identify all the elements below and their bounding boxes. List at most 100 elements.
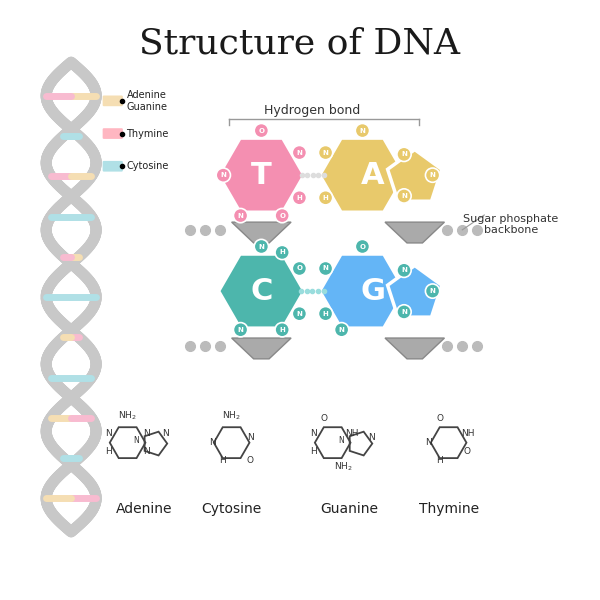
Text: Adenine
Guanine: Adenine Guanine (127, 90, 167, 112)
Text: N: N (296, 149, 302, 155)
Text: N: N (238, 327, 244, 333)
Text: T: T (251, 161, 272, 190)
Text: N: N (247, 433, 254, 442)
Circle shape (292, 307, 307, 321)
Polygon shape (385, 222, 445, 243)
Text: N: N (359, 128, 365, 134)
Text: H: H (296, 195, 302, 201)
Circle shape (254, 239, 268, 254)
Text: N: N (143, 447, 150, 456)
Circle shape (275, 245, 289, 260)
Text: G: G (361, 277, 386, 305)
Polygon shape (388, 266, 442, 317)
Polygon shape (218, 254, 304, 328)
Text: N: N (134, 436, 139, 445)
Text: N: N (430, 288, 436, 294)
Text: Adenine: Adenine (116, 502, 173, 516)
Polygon shape (320, 138, 405, 212)
Polygon shape (218, 138, 304, 212)
FancyBboxPatch shape (103, 128, 123, 139)
Polygon shape (232, 222, 291, 243)
Text: N: N (106, 429, 112, 438)
Text: N: N (425, 438, 433, 447)
Text: O: O (464, 447, 471, 456)
Circle shape (397, 147, 411, 161)
Text: Cytosine: Cytosine (202, 502, 262, 516)
Text: Guanine: Guanine (320, 502, 379, 516)
Text: N: N (338, 327, 344, 333)
Text: O: O (436, 414, 443, 423)
Circle shape (397, 189, 411, 203)
Text: O: O (259, 128, 265, 134)
Circle shape (233, 208, 248, 223)
Text: Hydrogen bond: Hydrogen bond (264, 104, 360, 118)
Text: Thymine: Thymine (419, 502, 479, 516)
Text: N: N (430, 172, 436, 178)
FancyBboxPatch shape (103, 95, 123, 106)
Circle shape (397, 305, 411, 319)
Circle shape (292, 262, 307, 275)
Circle shape (319, 307, 332, 321)
Text: H: H (279, 327, 285, 333)
Text: N: N (401, 267, 407, 273)
Text: NH: NH (344, 429, 358, 438)
Text: N: N (323, 149, 328, 155)
Text: N: N (401, 151, 407, 157)
Text: NH: NH (461, 429, 475, 438)
Text: H: H (323, 311, 328, 317)
Text: Cytosine: Cytosine (127, 161, 169, 171)
Text: Structure of DNA: Structure of DNA (139, 26, 461, 61)
Text: C: C (250, 277, 272, 305)
Text: A: A (361, 161, 385, 190)
Circle shape (216, 168, 230, 182)
Text: N: N (220, 172, 226, 178)
Text: O: O (320, 414, 327, 423)
Text: O: O (359, 244, 365, 250)
Text: O: O (279, 212, 285, 218)
Polygon shape (232, 338, 291, 359)
Polygon shape (320, 254, 405, 328)
Text: H: H (323, 195, 328, 201)
Circle shape (397, 263, 411, 277)
Circle shape (425, 168, 440, 182)
Polygon shape (385, 338, 445, 359)
Text: Thymine: Thymine (127, 128, 169, 139)
Text: N: N (339, 436, 344, 445)
Text: NH$_2$: NH$_2$ (334, 461, 353, 473)
Circle shape (319, 145, 332, 160)
Circle shape (355, 124, 370, 138)
Text: NH$_2$: NH$_2$ (118, 410, 137, 422)
Polygon shape (388, 149, 442, 201)
Circle shape (292, 191, 307, 205)
Text: N: N (323, 265, 328, 271)
Text: H: H (279, 250, 285, 256)
Text: N: N (401, 193, 407, 199)
Text: H: H (106, 447, 112, 456)
Text: Sugar phosphate
backbone: Sugar phosphate backbone (463, 214, 559, 235)
Text: N: N (163, 429, 169, 438)
Circle shape (292, 145, 307, 160)
FancyBboxPatch shape (103, 161, 123, 172)
Text: H: H (220, 456, 226, 465)
Text: N: N (209, 438, 215, 447)
Text: N: N (143, 429, 150, 438)
Text: H: H (311, 447, 317, 456)
Text: N: N (401, 309, 407, 315)
Text: N: N (259, 244, 264, 250)
Circle shape (319, 191, 332, 205)
Text: N: N (368, 433, 374, 442)
Circle shape (334, 323, 349, 337)
Text: O: O (296, 265, 302, 271)
Circle shape (425, 284, 440, 298)
Circle shape (319, 262, 332, 275)
Text: H: H (436, 456, 443, 465)
Text: O: O (247, 456, 254, 465)
Circle shape (233, 323, 248, 337)
Text: N: N (238, 212, 244, 218)
Text: N: N (311, 429, 317, 438)
Text: N: N (296, 311, 302, 317)
Circle shape (275, 208, 289, 223)
Circle shape (275, 323, 289, 337)
Circle shape (254, 124, 268, 138)
Text: NH$_2$: NH$_2$ (223, 410, 241, 422)
